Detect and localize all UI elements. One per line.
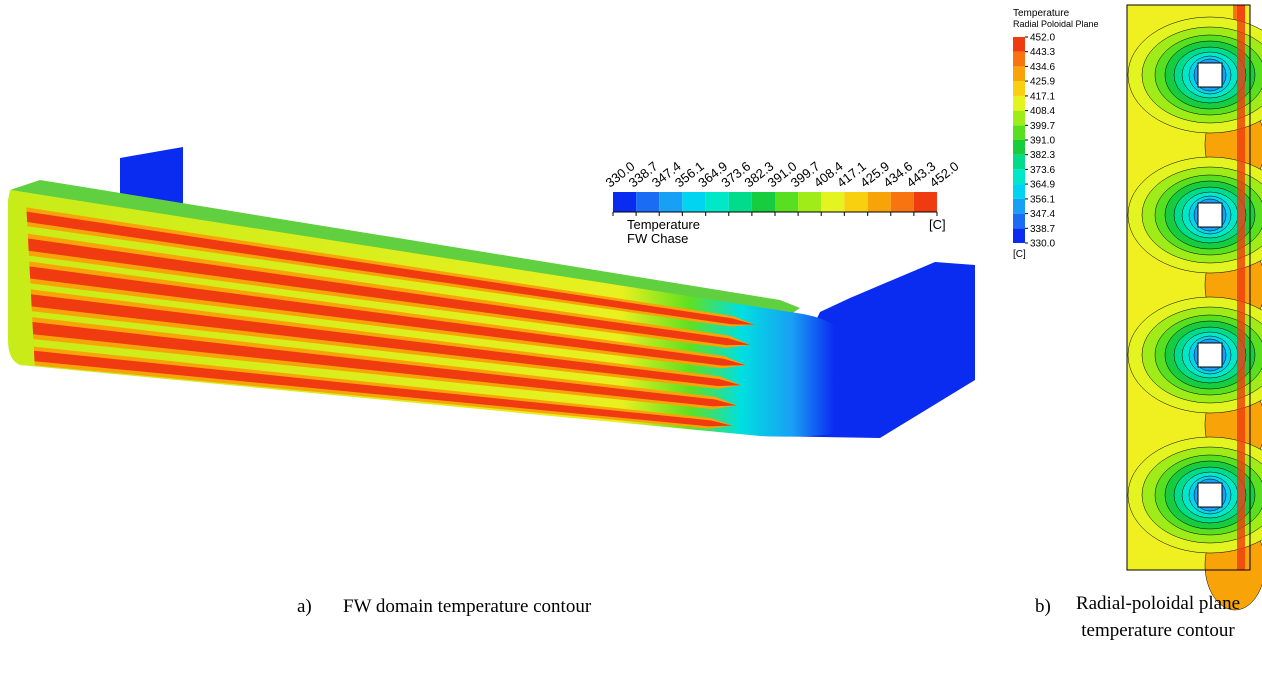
channel <box>1198 63 1222 87</box>
legend-title: Temperature <box>627 217 700 232</box>
color-band <box>752 192 775 212</box>
tick-label: 425.9 <box>1030 77 1055 88</box>
color-band <box>1013 96 1025 111</box>
tick-label: 347.4 <box>1030 209 1055 220</box>
color-band <box>1013 155 1025 170</box>
color-band <box>1013 228 1025 243</box>
color-band <box>798 192 821 212</box>
tick-label: 391.0 <box>1030 136 1055 147</box>
figure: Temperature FW Chase [C] Temperature Rad… <box>0 0 1262 677</box>
color-band <box>1013 111 1025 126</box>
color-band <box>1013 52 1025 67</box>
legend-title: Temperature <box>1013 8 1070 19</box>
color-band <box>1013 81 1025 96</box>
caption: FW domain temperature contour <box>343 596 592 617</box>
color-band <box>844 192 867 212</box>
page: {"panel_a": { "legend": {"title": "Tempe… <box>0 0 1262 677</box>
tick-label: 443.3 <box>1030 47 1055 58</box>
legend-unit: [C] <box>929 217 946 232</box>
tick-label: 338.7 <box>1030 224 1055 235</box>
color-band <box>1013 140 1025 155</box>
color-band <box>613 192 636 212</box>
color-band <box>821 192 844 212</box>
color-band <box>891 192 914 212</box>
color-band <box>1013 199 1025 214</box>
color-band <box>775 192 798 212</box>
legend-subtitle: FW Chase <box>627 231 688 246</box>
legend-unit: [C] <box>1013 249 1026 260</box>
hot-edge <box>1237 5 1245 570</box>
color-band <box>1013 125 1025 140</box>
tick-label: 364.9 <box>1030 180 1055 191</box>
tick-label: 452.0 <box>1030 33 1055 44</box>
color-band <box>636 192 659 212</box>
channel <box>1198 203 1222 227</box>
color-band <box>706 192 729 212</box>
legend-subtitle: Radial Poloidal Plane <box>1013 19 1099 29</box>
tick-label: 408.4 <box>1030 106 1055 117</box>
caption-label: a) <box>297 596 312 617</box>
tick-label: 434.6 <box>1030 62 1055 73</box>
tick-label: 373.6 <box>1030 165 1055 176</box>
tick-label: 356.1 <box>1030 194 1055 205</box>
color-band <box>1013 214 1025 229</box>
color-band <box>868 192 891 212</box>
color-band <box>1013 66 1025 81</box>
tick-label: 382.3 <box>1030 150 1055 161</box>
color-band <box>1013 37 1025 52</box>
color-band <box>1013 169 1025 184</box>
color-band <box>659 192 682 212</box>
tick-label: 399.7 <box>1030 121 1055 132</box>
tick-label: 417.1 <box>1030 91 1055 102</box>
color-band <box>914 192 937 212</box>
caption-label: b) <box>1035 596 1051 617</box>
tick-label: 330.0 <box>1030 239 1055 250</box>
color-band <box>1013 184 1025 199</box>
channel <box>1198 343 1222 367</box>
color-band <box>682 192 705 212</box>
caption: Radial-poloidal plane temperature contou… <box>1058 590 1258 644</box>
color-band <box>729 192 752 212</box>
channel <box>1198 483 1222 507</box>
